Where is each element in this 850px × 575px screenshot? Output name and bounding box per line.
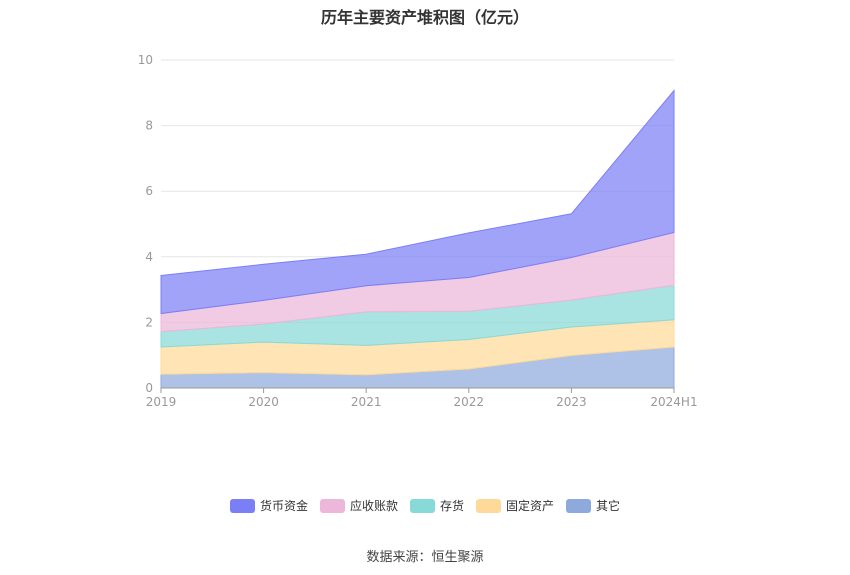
legend-item[interactable]: 货币资金 xyxy=(229,497,308,514)
chart-title: 历年主要资产堆积图（亿元） xyxy=(320,8,529,27)
x-tick-label: 2022 xyxy=(454,395,485,409)
legend-item[interactable]: 存货 xyxy=(409,497,464,514)
legend-swatch xyxy=(319,498,345,513)
axes: 0 2 4 6 8 10 2019 2020 2021 2022 2023 2024H1 xyxy=(138,53,698,409)
legend-swatch xyxy=(409,498,435,513)
legend-swatch xyxy=(229,498,255,513)
area-series xyxy=(160,89,675,389)
source-note: 数据来源：恒生聚源 xyxy=(366,550,484,565)
area-4 xyxy=(160,89,675,315)
legend-label: 应收账款 xyxy=(349,499,398,513)
x-tick-label: 2021 xyxy=(351,395,382,409)
x-tick-label: 2024H1 xyxy=(650,395,697,409)
y-tick-label: 10 xyxy=(138,53,153,67)
legend-swatch xyxy=(476,498,501,513)
legend-item[interactable]: 固定资产 xyxy=(476,497,554,514)
legend-swatch xyxy=(566,498,592,513)
x-tick-label: 2019 xyxy=(146,395,177,409)
legend: 货币资金 应收账款 存货 固定资产 其它 xyxy=(0,497,850,516)
legend-label: 货币资金 xyxy=(259,499,308,513)
legend-label: 存货 xyxy=(439,499,464,513)
y-tick-label: 2 xyxy=(145,315,153,329)
legend-label: 固定资产 xyxy=(506,499,555,513)
y-tick-label: 8 xyxy=(145,119,153,133)
x-tick-label: 2020 xyxy=(248,395,279,409)
legend-item[interactable]: 其它 xyxy=(566,497,620,514)
x-tick-label: 2023 xyxy=(556,395,587,409)
y-tick-label: 4 xyxy=(145,250,153,264)
legend-item[interactable]: 应收账款 xyxy=(319,497,398,514)
y-tick-label: 6 xyxy=(145,184,153,198)
legend-label: 其它 xyxy=(596,499,621,513)
y-tick-label: 0 xyxy=(145,381,153,395)
